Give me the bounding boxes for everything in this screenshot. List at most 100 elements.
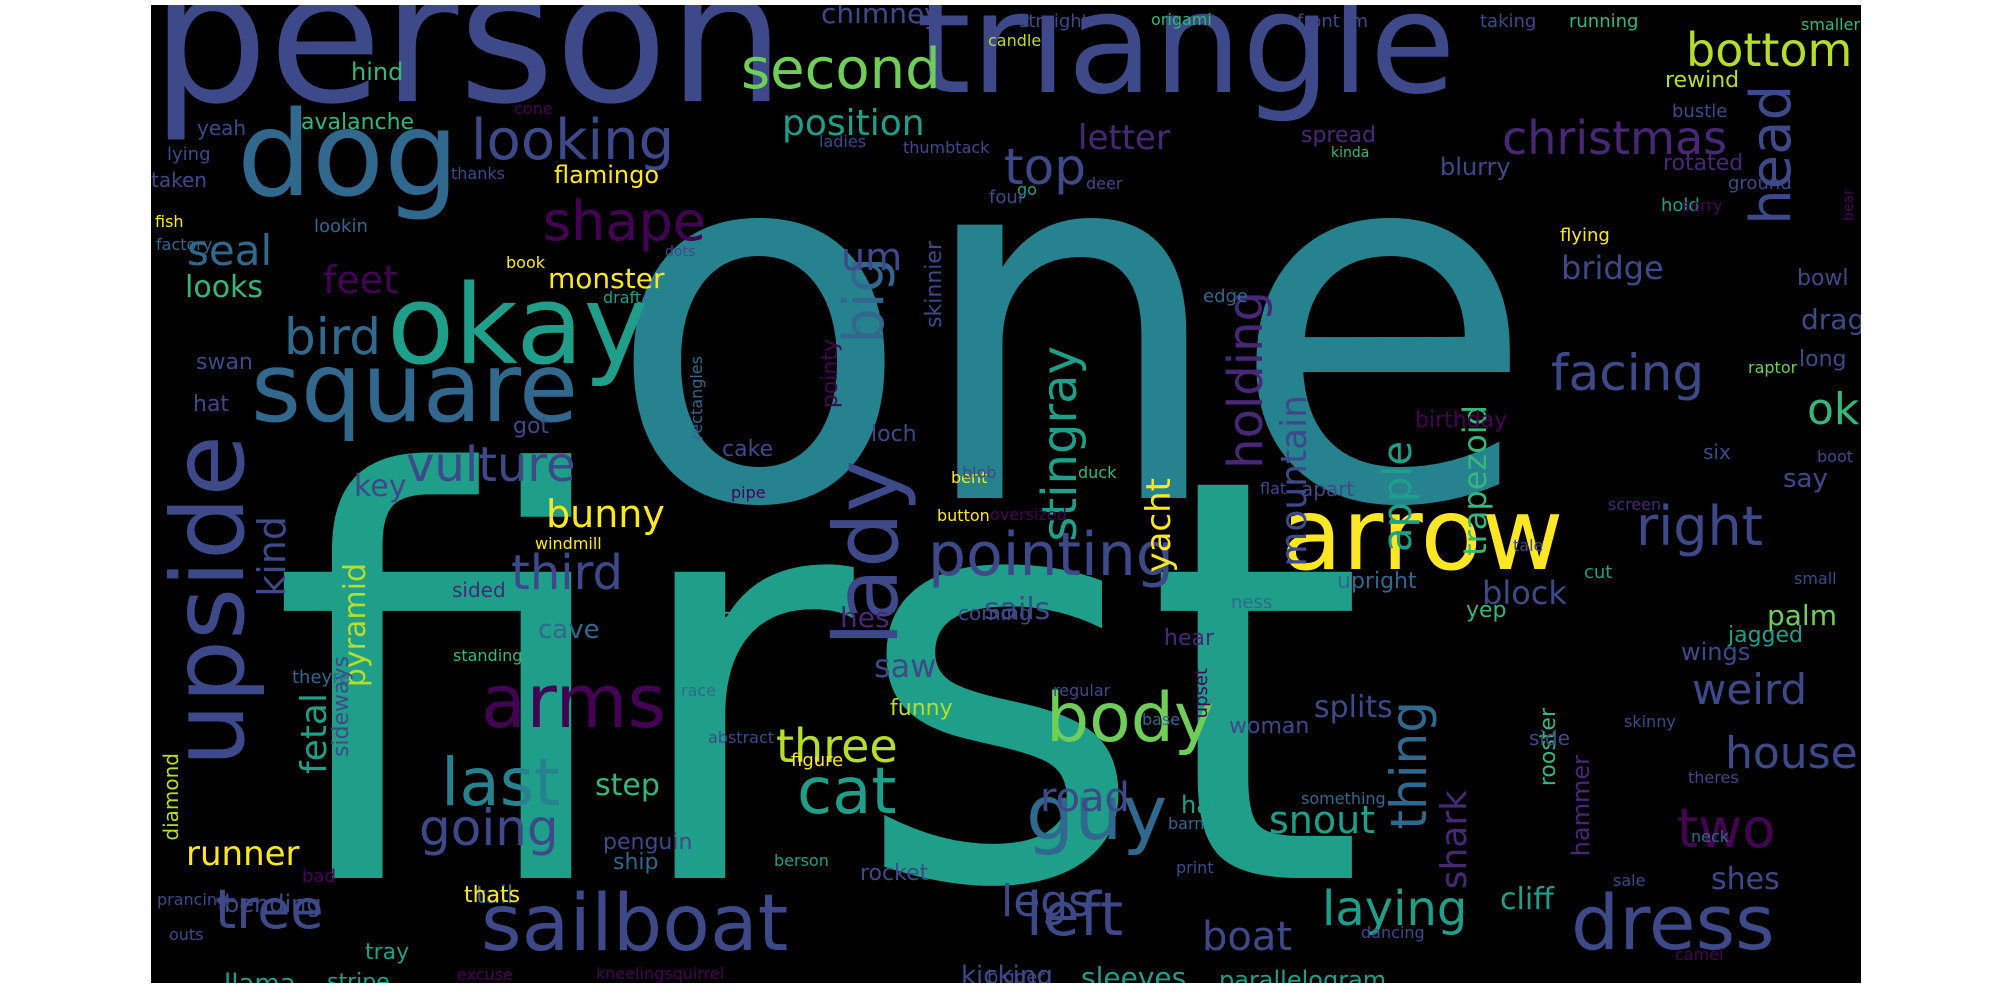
word-lying: lying — [167, 144, 211, 165]
word-laying: laying — [1322, 881, 1468, 937]
word-avalanche: avalanche — [301, 110, 415, 135]
word-hind: hind — [351, 58, 404, 86]
word-weird: weird — [1692, 665, 1808, 714]
word-sleeves: sleeves — [1081, 961, 1187, 984]
word-cat: cat — [797, 755, 897, 829]
word-flamingo: flamingo — [554, 161, 659, 189]
word-drag: drag — [1801, 303, 1861, 336]
word-dog: dog — [237, 85, 459, 223]
word-sails: sails — [984, 592, 1051, 627]
word-hat: hat — [193, 392, 230, 417]
word-coming: coming — [958, 601, 1032, 625]
word-taken: taken — [151, 168, 207, 192]
word-shape: shape — [543, 190, 706, 253]
word-llama: llama — [224, 971, 296, 983]
word-racer: racer — [686, 605, 744, 630]
word-regular: regular — [1053, 681, 1111, 700]
word-candle: candle — [988, 31, 1042, 50]
word-snout: snout — [1269, 798, 1376, 842]
word-runner: runner — [186, 834, 300, 874]
word-thanks: thanks — [451, 164, 505, 183]
word-shes: shes — [1711, 862, 1780, 897]
word-flat: flat — [1260, 479, 1287, 498]
word-cloud: one first person triangle dog okay square upsid… — [151, 5, 1861, 983]
word-draft: draft — [603, 288, 642, 307]
word-hammer: hammer — [1567, 755, 1595, 857]
word-head: head — [1739, 85, 1804, 225]
word-long: long — [1799, 347, 1847, 372]
word-print: print — [1176, 858, 1214, 877]
word-wings: wings — [1681, 638, 1751, 666]
word-blob: blob — [962, 463, 997, 482]
word-yeah: yeah — [197, 116, 247, 140]
word-upright: upright — [1337, 569, 1417, 594]
word-um: um — [841, 235, 903, 279]
word-hes: hes — [840, 601, 890, 634]
word-arms: arms — [481, 659, 667, 745]
word-ladies: ladies — [819, 132, 867, 151]
word-neck: neck — [1691, 827, 1730, 846]
word-go: go — [1017, 180, 1037, 199]
word-looks: looks — [185, 270, 264, 305]
word-ok: ok — [1807, 384, 1860, 435]
word-lookin: lookin — [314, 216, 368, 237]
word-berson: berson — [774, 851, 829, 870]
word-apart: apart — [1301, 477, 1355, 501]
word-letter: letter — [1078, 118, 1170, 158]
word-tree: tree — [215, 878, 324, 941]
word-bustle: bustle — [1672, 101, 1728, 122]
word-hand: hand — [1181, 791, 1242, 819]
word-duck: duck — [1078, 463, 1117, 482]
word-skinnier: skinnier — [922, 241, 947, 328]
word-running: running — [1569, 11, 1639, 32]
word-hear: hear — [1164, 626, 1215, 651]
word-oversized: oversized — [990, 505, 1067, 524]
word-one: one — [606, 34, 1537, 616]
word-edge: edge — [1203, 286, 1248, 307]
word-third: third — [511, 545, 623, 601]
word-feet: feet — [323, 258, 399, 302]
word-bird: bird — [284, 308, 382, 366]
word-cave: cave — [538, 615, 600, 645]
word-windmill: windmill — [535, 534, 602, 553]
word-straight: straight — [1019, 11, 1089, 32]
word-dancing: dancing — [1361, 923, 1425, 942]
word-boot: boot — [1817, 447, 1854, 466]
word-four: four — [989, 187, 1026, 208]
word-going: going — [419, 799, 559, 857]
word-rotated: rotated — [1663, 151, 1744, 176]
word-right: right — [1636, 495, 1763, 558]
word-shark: shark — [1434, 790, 1475, 890]
word-rectangles: rectangles — [687, 356, 706, 440]
word-thumbtack: thumbtack — [903, 138, 990, 157]
word-pipe: pipe — [731, 483, 766, 502]
word-tray: tray — [365, 940, 410, 965]
word-hold: hold — [1661, 195, 1700, 216]
word-kinda: kinda — [1331, 145, 1370, 161]
word-arrow: arrow — [1281, 476, 1564, 593]
word-legs: legs — [1001, 876, 1092, 927]
word-left: left — [1026, 880, 1124, 950]
word-camel: camel — [1675, 945, 1724, 964]
word-sorry: sorry — [1682, 196, 1723, 215]
word-boat: boat — [1202, 914, 1293, 960]
word-step: step — [595, 768, 660, 803]
word-second: second — [741, 37, 941, 102]
word-outs: outs — [169, 925, 204, 944]
word-got: got — [513, 414, 550, 439]
word-bowl: bowl — [1797, 266, 1849, 291]
word-tail: tail — [476, 881, 514, 909]
word-bridge: bridge — [1561, 249, 1664, 287]
word-diamond: diamond — [159, 753, 183, 841]
word-jagged: jagged — [1728, 623, 1804, 648]
word-dots: dots — [665, 244, 696, 260]
word-taking: taking — [1480, 11, 1537, 32]
word-barn: barn — [1168, 814, 1205, 833]
word-abstract: abstract — [708, 728, 775, 747]
word-something: something — [1301, 789, 1386, 808]
word-excuse: excuse — [457, 965, 513, 983]
word-square: square — [251, 332, 579, 444]
word-standing: standing — [453, 646, 523, 665]
word-race: race — [681, 681, 717, 700]
word-stripe: stripe — [327, 970, 390, 984]
